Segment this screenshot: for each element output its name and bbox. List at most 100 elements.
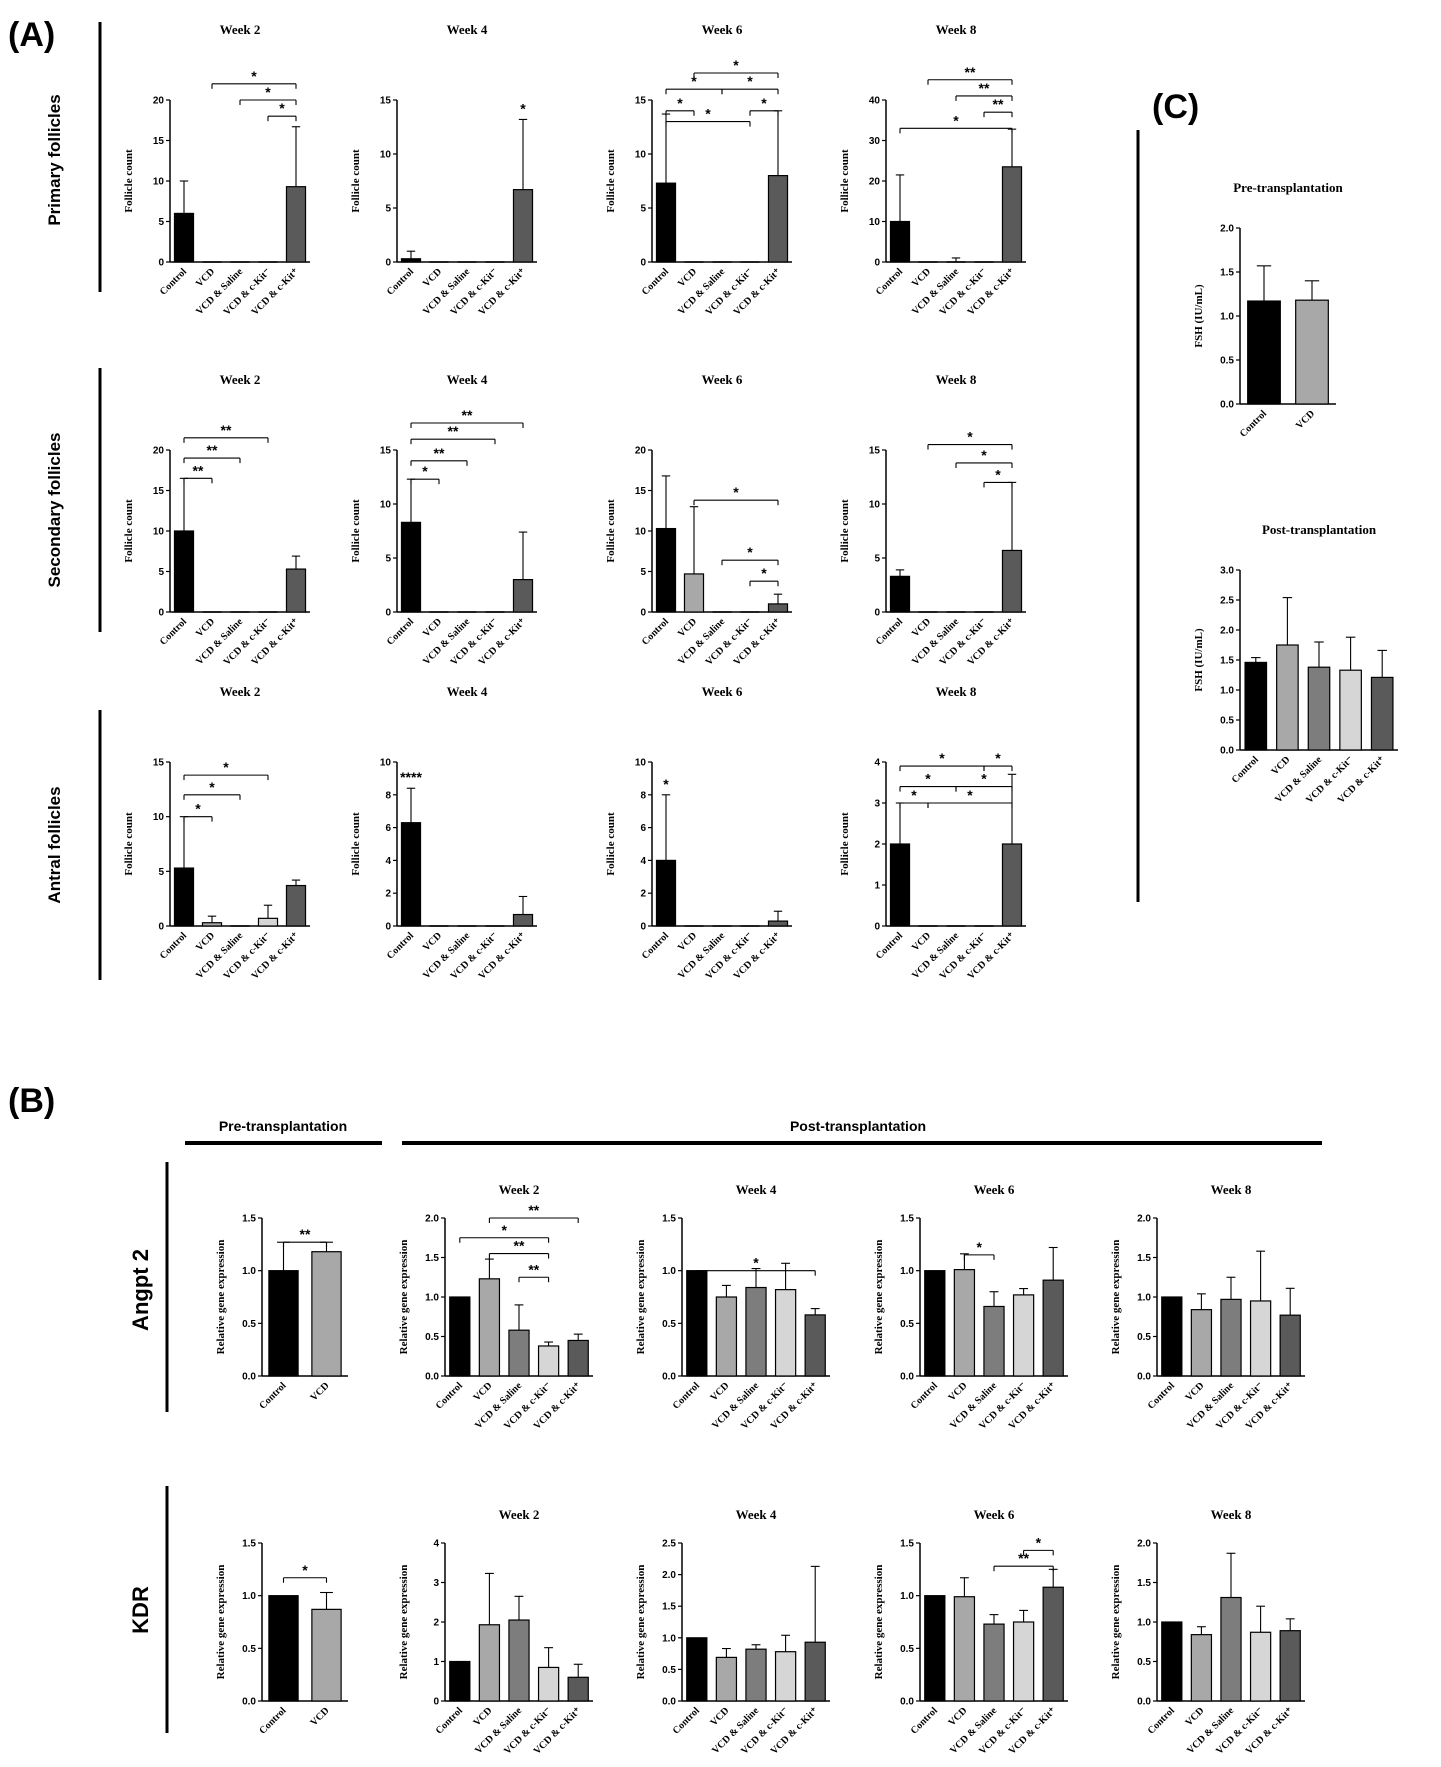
category-label: Control	[640, 266, 671, 297]
y-axis-label: Relative gene expression	[1110, 1565, 1122, 1680]
chart-b8: Week 4 Relative gene expression 0.0 0.5 1.0 1…	[635, 1507, 830, 1757]
significance-star: *	[967, 429, 973, 445]
bar	[537, 1666, 560, 1702]
significance-star: *	[663, 776, 669, 792]
y-tick-label: 0	[158, 922, 164, 933]
bar	[924, 1595, 946, 1702]
significance-star: *	[967, 787, 973, 803]
chart-title: Week 8	[936, 22, 977, 37]
category-label: Control	[874, 616, 905, 647]
bar	[478, 1624, 501, 1702]
y-axis-label: Follicle count	[123, 812, 135, 876]
bar	[1370, 676, 1394, 751]
category-label: Control	[158, 616, 189, 647]
y-tick-label: 0.0	[662, 1372, 676, 1383]
chart-b4: Week 6 Relative gene expression 0.0 0.5 1.0 1…	[873, 1182, 1068, 1432]
category-label: VCD	[910, 266, 933, 289]
y-tick-label: 0	[385, 922, 391, 933]
y-tick-label: 1.5	[662, 1214, 676, 1225]
y-tick-label: 6	[385, 823, 391, 834]
category-label: Control	[874, 930, 905, 961]
y-tick-label: 2	[385, 889, 391, 900]
y-tick-label: 15	[869, 446, 881, 457]
y-tick-label: 0	[640, 258, 646, 269]
significance-star: *	[939, 750, 945, 766]
y-tick-label: 1.5	[900, 1539, 914, 1550]
y-tick-label: 15	[635, 96, 647, 107]
chart-title: Week 4	[447, 684, 488, 699]
bar	[285, 884, 307, 927]
significance-star: *	[981, 771, 987, 787]
significance-star: *	[981, 447, 987, 463]
y-tick-label: 1	[874, 881, 880, 892]
bar	[1279, 1630, 1301, 1702]
category-label: Control	[1238, 408, 1269, 439]
y-tick-label: 1	[433, 1657, 439, 1668]
bar	[804, 1314, 826, 1377]
category-label: VCD	[421, 616, 444, 639]
category-label: Control	[385, 930, 416, 961]
bar	[1042, 1279, 1064, 1377]
y-axis-label: Follicle count	[123, 499, 135, 563]
significance-star: *	[302, 1562, 308, 1578]
y-tick-label: 1.5	[900, 1214, 914, 1225]
y-tick-label: 1.5	[662, 1602, 676, 1613]
y-tick-label: 0.5	[425, 1332, 439, 1343]
y-tick-label: 1.5	[1137, 1578, 1151, 1589]
y-tick-label: 0.5	[662, 1319, 676, 1330]
y-axis-label: Follicle count	[605, 149, 617, 213]
bar	[953, 1596, 976, 1702]
bar	[767, 175, 789, 263]
significance-star: *	[911, 787, 917, 803]
bar	[774, 1651, 797, 1702]
significance-star: *	[995, 750, 1001, 766]
y-tick-label: 10	[380, 500, 392, 511]
y-tick-label: 5	[158, 217, 164, 228]
category-label: VCD	[946, 1380, 969, 1403]
chart-title: Week 2	[220, 684, 261, 699]
row-label-secondary: Secondary follicles	[45, 433, 64, 588]
y-axis-label: Follicle count	[839, 499, 851, 563]
category-label: VCD	[471, 1380, 494, 1403]
y-tick-label: 0.5	[1137, 1657, 1151, 1668]
bar	[983, 1623, 1005, 1702]
significance-star: **	[993, 96, 1004, 112]
y-tick-label: 15	[153, 136, 165, 147]
y-tick-label: 0.0	[242, 1697, 256, 1708]
bar	[400, 822, 422, 927]
chart-title: Week 2	[499, 1182, 540, 1197]
y-tick-label: 10	[869, 217, 881, 228]
chart-b3: Week 4 Relative gene expression 0.0 0.5 1.0 1…	[635, 1182, 830, 1432]
category-label: VCD	[676, 616, 699, 639]
y-tick-label: 40	[869, 96, 881, 107]
y-tick-label: 10	[869, 500, 881, 511]
bar	[1249, 1631, 1272, 1702]
category-label: VCD	[1294, 408, 1317, 431]
significance-star: *	[953, 112, 959, 128]
y-tick-label: 10	[380, 758, 392, 769]
y-tick-label: 2.0	[662, 1570, 676, 1581]
bar	[1161, 1296, 1183, 1377]
y-tick-label: 1.5	[425, 1253, 439, 1264]
significance-star: *	[1036, 1534, 1042, 1550]
category-label: Control	[385, 616, 416, 647]
row-label-antral: Antral follicles	[45, 786, 64, 903]
y-tick-label: 0.0	[900, 1697, 914, 1708]
chart-c1: Pre-transplantation FSH (IU/mL) 0.0 0.5 1.0 1…	[1193, 180, 1344, 440]
y-tick-label: 0	[640, 608, 646, 619]
bar	[1295, 299, 1329, 405]
panel-letter-a: (A)	[8, 16, 55, 54]
y-axis-label: Relative gene expression	[873, 1240, 885, 1355]
chart-b7: Week 2 Relative gene expression 0 1 2 3 4 Contr…	[398, 1507, 593, 1757]
bar	[1220, 1596, 1242, 1702]
y-tick-label: 1.0	[1220, 686, 1234, 697]
y-tick-label: 0.5	[900, 1644, 914, 1655]
y-tick-label: 0	[640, 922, 646, 933]
y-tick-label: 1.0	[1137, 1293, 1151, 1304]
significance-star: *	[761, 95, 767, 111]
chart-title: Week 2	[220, 22, 261, 37]
